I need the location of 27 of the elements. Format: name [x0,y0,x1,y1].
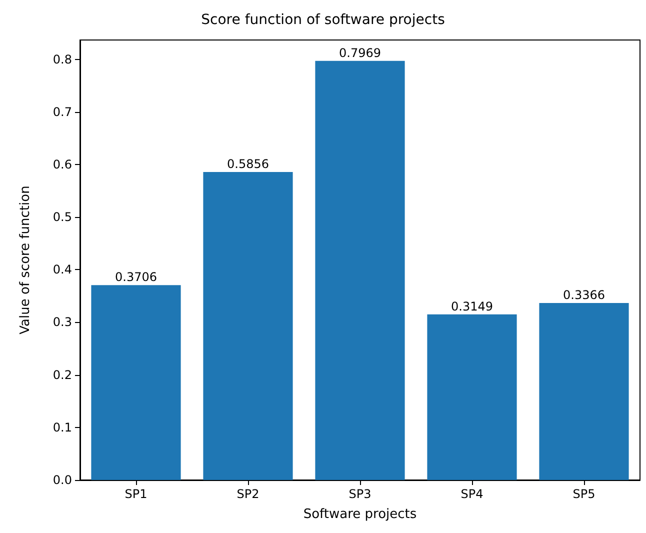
y-tick-label: 0.3 [52,315,72,330]
y-tick-label: 0.8 [52,52,72,66]
data-label: 0.7969 [339,46,381,60]
y-tick-label: 0.4 [52,262,72,277]
data-label: 0.5856 [227,157,269,172]
y-tick-label: 0.1 [52,420,72,434]
x-tick-label: SP3 [348,487,372,501]
y-tick-label: 0.2 [52,368,72,382]
bar [203,172,293,480]
x-tick-label: SP2 [236,487,260,501]
x-axis-title: Software projects [303,507,417,522]
data-label: 0.3366 [563,288,605,302]
x-tick-label: SP1 [124,487,148,501]
x-tick-label: SP5 [572,487,596,501]
y-tick-label: 0.0 [52,473,72,487]
x-tick-label: SP4 [460,487,484,501]
y-tick-label: 0.7 [52,104,72,119]
bar [315,60,405,480]
data-label: 0.3706 [115,270,157,284]
y-tick-label: 0.5 [52,210,72,224]
bar [539,302,629,480]
y-tick-label: 0.6 [52,157,72,172]
chart-title: Score function of software projects [201,12,445,28]
data-label: 0.3149 [451,299,493,314]
bar [427,314,517,480]
bar [91,285,181,480]
y-axis-title: Value of score function [18,186,33,334]
